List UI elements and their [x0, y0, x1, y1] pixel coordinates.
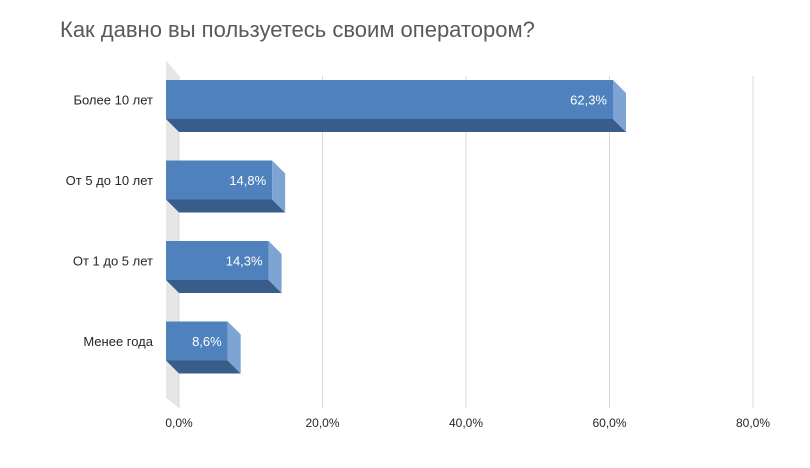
bar-front [166, 160, 273, 200]
data-label: 14,3% [226, 254, 263, 269]
bar-front [166, 241, 269, 280]
bar-front [166, 80, 614, 119]
x-tick-label: 80,0% [736, 416, 770, 430]
bar-3: 8,6% [166, 321, 241, 374]
bar-2: 14,3% [166, 241, 282, 293]
category-label: Менее года [83, 334, 153, 349]
bar-bottom [166, 199, 286, 213]
bar-bottom [166, 280, 282, 293]
data-label: 62,3% [570, 93, 607, 108]
category-label: От 5 до 10 лет [66, 173, 153, 188]
bar-side [613, 80, 627, 132]
x-tick-label: 0,0% [165, 416, 193, 430]
category-label: Более 10 лет [73, 93, 153, 108]
side-wall [166, 60, 179, 408]
bar-side [268, 241, 282, 293]
bar-0: 62,3% [166, 80, 627, 132]
x-tick-label: 40,0% [449, 416, 483, 430]
category-label: От 1 до 5 лет [73, 254, 153, 269]
data-label: 14,8% [229, 173, 266, 188]
bars: 62,3% 14,8% 14,3% 8,6% [166, 80, 627, 374]
category-labels: Более 10 лет От 5 до 10 лет От 1 до 5 лет М… [66, 93, 154, 350]
bar-bottom [166, 119, 627, 132]
x-tick-label: 60,0% [592, 416, 626, 430]
bar-side [227, 321, 241, 374]
x-axis-ticks: 0,0% 20,0% 40,0% 60,0% 80,0% [165, 416, 770, 430]
bar-side [272, 160, 286, 213]
wall-side [166, 60, 179, 408]
bar-bottom [166, 360, 241, 374]
chart-title: Как давно вы пользуетесь своим операторо… [60, 17, 535, 42]
x-tick-label: 20,0% [305, 416, 339, 430]
bar-front [166, 321, 228, 361]
bar-1: 14,8% [166, 160, 286, 213]
data-label: 8,6% [192, 334, 222, 349]
